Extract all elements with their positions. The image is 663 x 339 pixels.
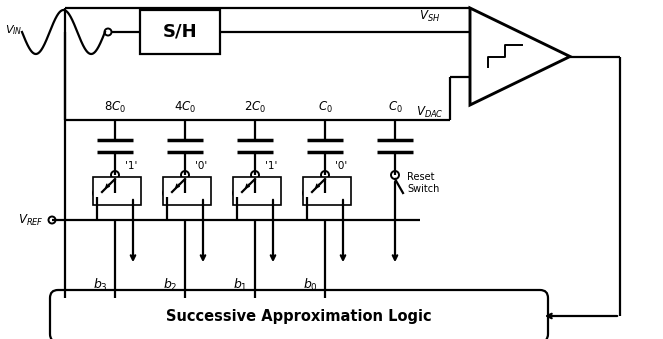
FancyBboxPatch shape — [50, 290, 548, 339]
Bar — [233, 177, 281, 205]
Text: $b_0$: $b_0$ — [302, 277, 318, 293]
Text: S/H: S/H — [162, 23, 198, 41]
Polygon shape — [470, 8, 570, 105]
Text: $C_0$: $C_0$ — [318, 100, 332, 115]
Text: '1': '1' — [265, 161, 277, 171]
Bar — [93, 177, 141, 205]
Text: '1': '1' — [125, 161, 137, 171]
Text: $V_{IN}$: $V_{IN}$ — [5, 23, 23, 37]
Text: $4C_0$: $4C_0$ — [174, 100, 196, 115]
Text: $8C_0$: $8C_0$ — [104, 100, 126, 115]
Text: Successive Approximation Logic: Successive Approximation Logic — [166, 308, 432, 323]
Text: $C_0$: $C_0$ — [388, 100, 402, 115]
Text: $b_3$: $b_3$ — [93, 277, 107, 293]
Text: $b_1$: $b_1$ — [233, 277, 247, 293]
Bar — [140, 10, 220, 54]
Text: '0': '0' — [335, 161, 347, 171]
Bar — [163, 177, 211, 205]
Bar — [303, 177, 351, 205]
Text: '0': '0' — [195, 161, 208, 171]
Text: $V_{DAC}$: $V_{DAC}$ — [416, 105, 444, 120]
Text: $V_{SH}$: $V_{SH}$ — [420, 9, 441, 24]
Text: $V_{REF}$: $V_{REF}$ — [18, 213, 44, 227]
Text: $2C_0$: $2C_0$ — [244, 100, 266, 115]
Text: Reset
Switch: Reset Switch — [407, 172, 440, 194]
Text: $b_2$: $b_2$ — [162, 277, 177, 293]
